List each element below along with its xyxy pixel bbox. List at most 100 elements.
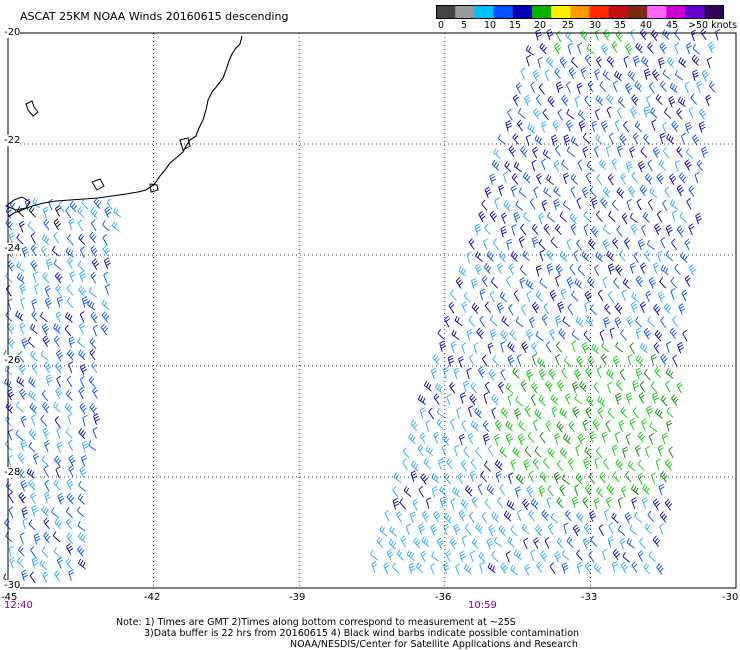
wind-barb — [54, 271, 63, 284]
wind-barb — [476, 327, 484, 340]
wind-barb — [685, 147, 694, 159]
wind-barb — [674, 70, 683, 81]
wind-barb — [664, 498, 673, 511]
wind-barb — [553, 198, 561, 211]
wind-barb — [518, 236, 525, 248]
wind-barb — [90, 207, 98, 219]
wind-barb — [458, 355, 465, 368]
wind-barb — [641, 56, 649, 68]
wind-barb — [19, 388, 27, 400]
wind-barb — [629, 524, 638, 536]
wind-barb — [463, 563, 472, 575]
wind-barb — [644, 445, 650, 458]
wind-barb — [626, 198, 632, 211]
wind-barb — [500, 329, 508, 341]
wind-barb — [53, 259, 62, 270]
wind-barb — [421, 510, 430, 522]
longitude-label: -39 — [289, 592, 306, 603]
wind-barb — [455, 563, 461, 576]
wind-barb — [68, 336, 76, 348]
wind-barb — [596, 366, 602, 378]
coastline-main — [7, 35, 243, 218]
wind-barb — [102, 234, 108, 246]
wind-barb — [559, 484, 566, 497]
wind-barb — [582, 146, 589, 158]
wind-barb — [535, 29, 542, 41]
wind-barb — [549, 328, 555, 341]
wind-barb — [631, 171, 638, 184]
wind-barb — [655, 458, 661, 471]
wind-barb — [41, 455, 50, 467]
wind-barb — [615, 458, 623, 471]
wind-barb — [56, 557, 63, 569]
wind-barb — [450, 418, 455, 430]
wind-barb — [537, 357, 546, 368]
wind-barb — [643, 106, 651, 118]
wind-barb — [32, 197, 41, 209]
latitude-label: -22 — [4, 135, 21, 146]
wind-barb — [513, 211, 521, 224]
wind-barb — [442, 434, 450, 446]
wind-barb — [608, 132, 614, 145]
wind-barb — [66, 532, 73, 545]
wind-barb — [605, 420, 611, 432]
wind-barb — [16, 261, 25, 272]
wind-barb — [530, 549, 536, 561]
wind-barb — [7, 428, 13, 441]
wind-barb — [564, 356, 572, 367]
wind-barb — [615, 392, 622, 405]
wind-barb — [688, 264, 697, 276]
wind-barb — [22, 518, 28, 530]
wind-barb — [659, 523, 665, 535]
wind-barb — [389, 526, 398, 537]
colorbar-label: 40 — [640, 20, 653, 31]
wind-barb — [505, 276, 512, 288]
wind-barb — [55, 466, 61, 479]
colorbar-swatch — [570, 5, 591, 19]
wind-barb — [639, 342, 648, 354]
wind-barb — [20, 479, 28, 492]
coastline-island — [25, 100, 39, 117]
wind-barb — [566, 146, 575, 157]
wind-barb — [599, 471, 606, 484]
wind-barb — [600, 197, 608, 209]
wind-barb — [659, 277, 667, 289]
wind-barb — [637, 238, 645, 251]
wind-barb — [629, 262, 636, 274]
wind-barb — [466, 329, 473, 341]
wind-barb — [505, 550, 511, 563]
wind-barb — [383, 562, 390, 575]
wind-barb — [573, 368, 582, 381]
wind-barb — [484, 223, 491, 236]
wind-barb — [619, 537, 626, 550]
wind-barb — [614, 119, 620, 132]
wind-barb — [454, 315, 463, 327]
wind-barb — [601, 341, 610, 353]
wind-barb — [76, 506, 85, 518]
wind-barb — [620, 406, 628, 418]
wind-barb — [403, 486, 412, 497]
wind-barb — [554, 67, 561, 80]
wind-barb — [533, 537, 540, 549]
wind-barb — [627, 460, 636, 472]
wind-barb — [571, 329, 580, 341]
wind-barb — [469, 393, 477, 406]
wind-barb — [684, 81, 690, 94]
wind-barb — [576, 511, 584, 523]
wind-barb — [379, 525, 388, 537]
wind-barb — [539, 431, 546, 444]
wind-barb — [582, 496, 589, 509]
wind-barb — [484, 186, 492, 199]
wind-barb — [52, 531, 61, 543]
wind-barb — [53, 479, 61, 491]
wind-barb — [410, 460, 419, 472]
wind-barb — [486, 250, 494, 262]
wind-barb — [550, 394, 558, 406]
wind-barb — [433, 431, 440, 444]
wind-barb — [482, 238, 488, 251]
wind-barb — [34, 283, 40, 296]
wind-barb — [498, 381, 504, 394]
coastline-bay — [179, 137, 191, 151]
wind-barb — [660, 395, 668, 407]
wind-barb — [470, 381, 477, 394]
